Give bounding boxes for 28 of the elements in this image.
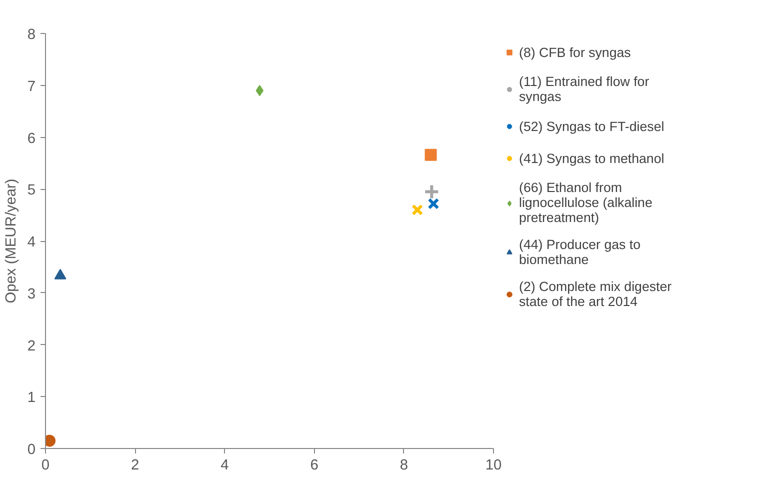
x-tick-label: 10	[485, 458, 502, 474]
point	[424, 148, 437, 161]
point	[412, 204, 424, 216]
x-tick-label: 4	[220, 458, 229, 474]
legend-label: (11) Entrained flow for syngas	[519, 74, 650, 104]
y-tick-label: 3	[27, 286, 36, 302]
y-tick-label: 1	[27, 390, 36, 406]
y-axis-title: Opex (MEUR/year)	[3, 178, 20, 304]
y-tick-label: 2	[27, 338, 36, 354]
legend-label: (52) Syngas to FT-diesel	[519, 118, 664, 134]
legend-label: (66) Ethanol from lignocellulose (alkaline pretreatment)	[519, 180, 652, 225]
point	[428, 198, 440, 210]
x-tick-label: 6	[310, 458, 318, 474]
y-tick-label: 8	[27, 27, 36, 43]
point	[424, 184, 440, 200]
x-tick-label: 2	[131, 458, 140, 474]
legend-label: (2) Complete mix digester state of the art 2014	[519, 279, 672, 309]
legend-label: (41) Syngas to methanol	[519, 150, 664, 166]
legend-label: (44) Producer gas to biomethane	[519, 237, 640, 267]
x-tick-label: 8	[400, 458, 408, 474]
y-tick-label: 4	[27, 234, 36, 250]
x-tick-label: 0	[41, 458, 50, 474]
y-tick-label: 0	[27, 442, 36, 458]
y-tick-label: 5	[27, 182, 36, 199]
point	[46, 434, 56, 447]
legend-label: (8) CFB for syngas	[519, 44, 631, 60]
y-tick-label: 6	[27, 130, 36, 147]
y-tick-label: 7	[27, 78, 36, 95]
